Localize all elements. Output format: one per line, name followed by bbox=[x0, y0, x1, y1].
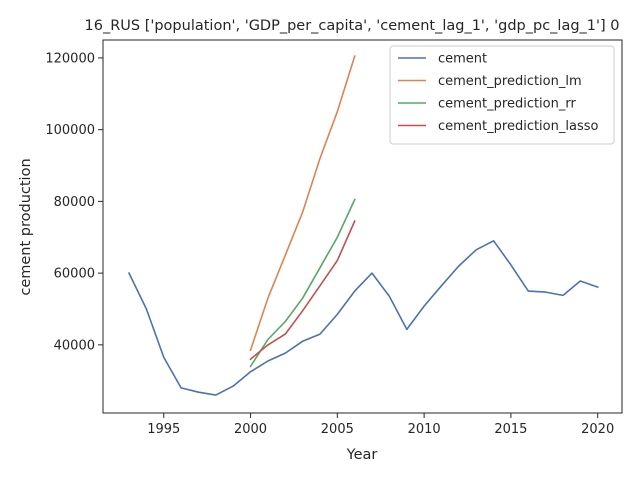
y-tick-label: 40000 bbox=[54, 338, 95, 353]
x-tick-label: 2020 bbox=[581, 422, 614, 437]
y-tick-label: 120000 bbox=[45, 51, 95, 66]
x-axis-label: Year bbox=[346, 447, 378, 463]
legend-box bbox=[389, 45, 615, 145]
series-lines bbox=[127, 55, 599, 396]
legend-label: cement bbox=[438, 52, 487, 67]
x-tick-label: 1995 bbox=[147, 422, 180, 437]
axes-frame bbox=[102, 39, 623, 414]
series-line-cement-prediction-lm bbox=[249, 55, 356, 352]
series-line-cement-prediction-lasso bbox=[249, 220, 356, 361]
y-axis-label: cement production bbox=[18, 158, 34, 295]
y-tick-label: 100000 bbox=[45, 123, 95, 138]
legend-label: cement_prediction_lm bbox=[438, 74, 582, 89]
x-tick-label: 2015 bbox=[494, 422, 527, 437]
series-line-cement-prediction-rr bbox=[249, 198, 356, 368]
x-axis-ticks: 1995 2000 2005 2010 2015 2020 bbox=[147, 413, 614, 437]
x-tick-label: 2010 bbox=[408, 422, 441, 437]
x-tick-label: 2005 bbox=[321, 422, 354, 437]
legend: cement cement_prediction_lm cement_predict… bbox=[389, 45, 615, 145]
legend-label: cement_prediction_rr bbox=[438, 97, 576, 112]
chart-title: 16_RUS ['population', 'GDP_per_capita', … bbox=[85, 18, 620, 34]
series-line-cement bbox=[127, 240, 599, 396]
y-tick-label: 60000 bbox=[54, 267, 95, 282]
x-tick-label: 2000 bbox=[234, 422, 267, 437]
legend-label: cement_prediction_lasso bbox=[438, 119, 598, 134]
y-axis-ticks: 40000 60000 80000 100000 120000 bbox=[45, 51, 103, 353]
y-tick-label: 80000 bbox=[54, 195, 95, 210]
